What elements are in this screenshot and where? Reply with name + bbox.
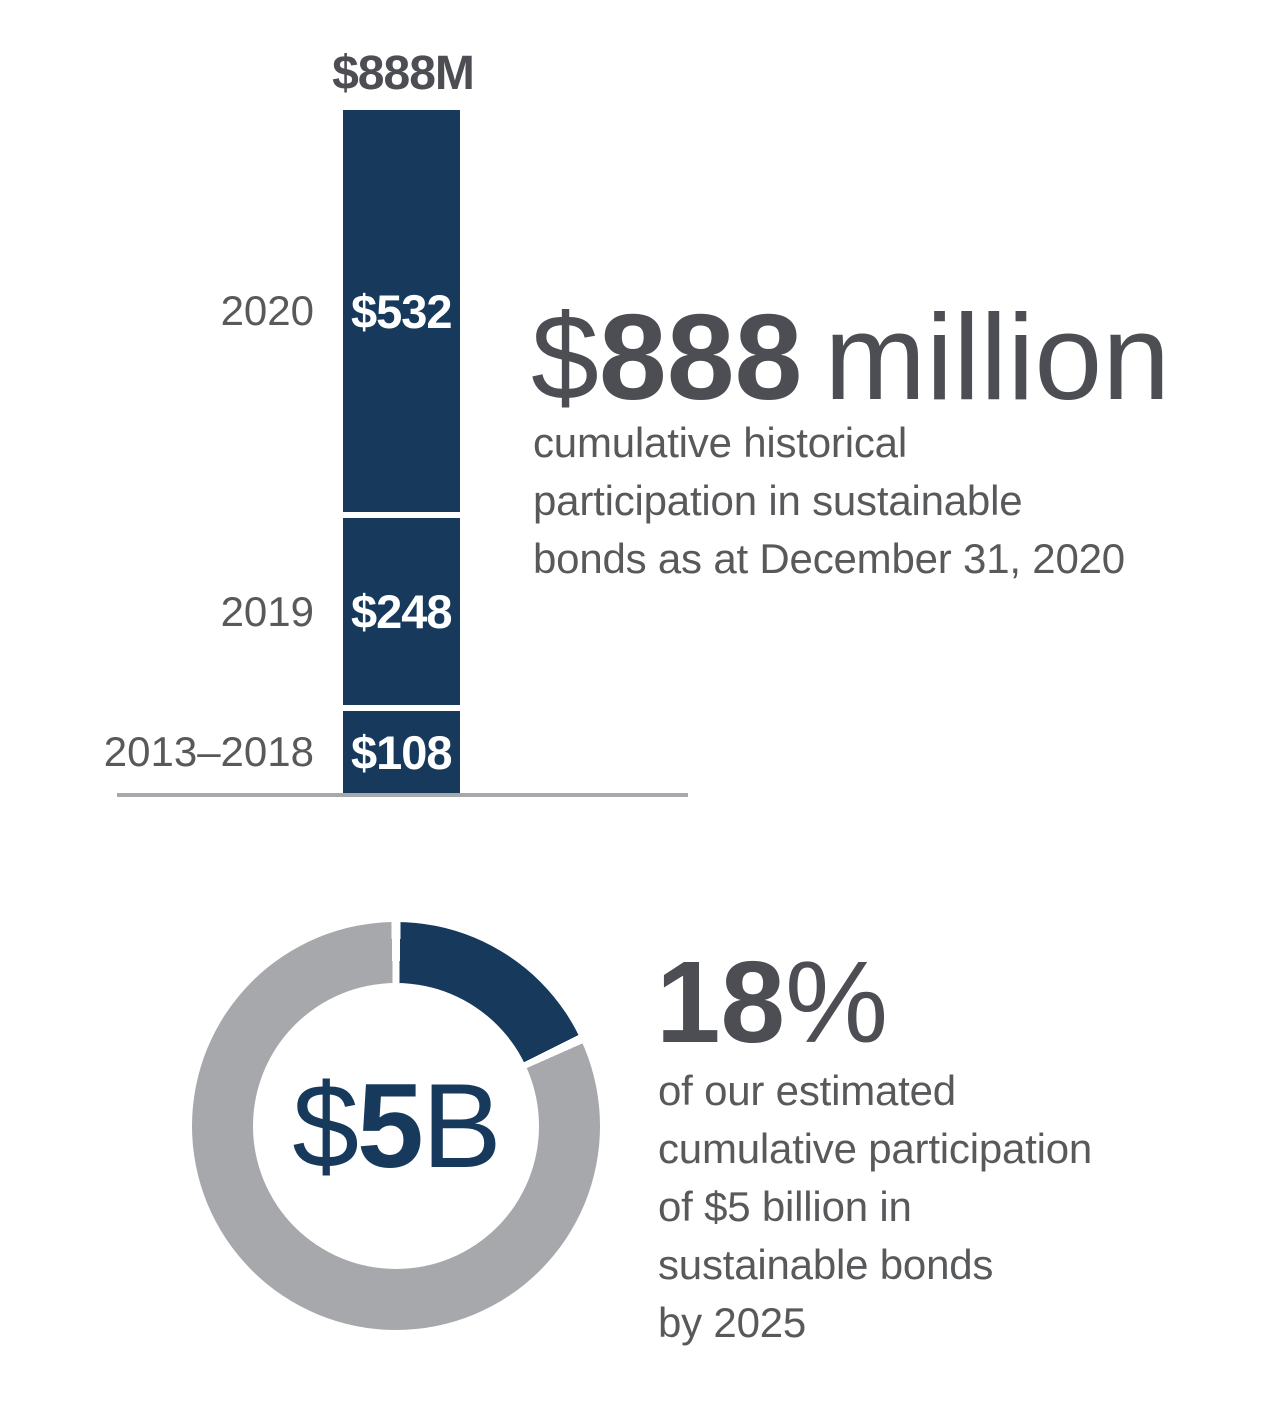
description-line: cumulative participation <box>658 1125 1093 1172</box>
bar-total-label: $888M <box>332 47 475 100</box>
description-line: sustainable bonds <box>658 1241 994 1288</box>
bar-segment-2020: $532 <box>343 110 460 512</box>
headline-percent: 18% <box>656 944 888 1060</box>
headline-million-description: cumulative historical participation in s… <box>533 414 1125 588</box>
headline-percent-number: 18 <box>656 937 786 1067</box>
description-line: cumulative historical <box>533 419 907 466</box>
headline-million: $888 million <box>531 296 1170 418</box>
description-line: of $5 billion in <box>658 1183 912 1230</box>
donut-chart: $5B <box>192 922 600 1330</box>
bar-segment-2019: $248 <box>343 518 460 705</box>
headline-million-currency: $ <box>531 289 599 425</box>
segment-value-2019: $248 <box>351 585 453 638</box>
year-label-2013-2018: 2013–2018 <box>103 728 314 775</box>
description-line: bonds as at December 31, 2020 <box>533 535 1125 582</box>
bar-column: $532 $248 $108 <box>343 110 460 793</box>
description-line: by 2025 <box>658 1299 807 1346</box>
donut-center-currency: $ <box>292 1059 359 1193</box>
segment-value-2013-2018: $108 <box>351 725 453 779</box>
axis-baseline <box>117 793 688 797</box>
year-label-2020: 2020 <box>220 287 314 334</box>
description-line: participation in sustainable <box>533 477 1023 524</box>
bar-segment-2013-2018: $108 <box>343 711 460 793</box>
donut-hole: $5B <box>253 983 539 1269</box>
headline-percent-sign: % <box>785 937 889 1067</box>
description-line: of our estimated <box>658 1067 956 1114</box>
donut-center-label: $5B <box>292 1057 502 1195</box>
headline-percent-description: of our estimated cumulative participatio… <box>658 1062 1092 1352</box>
donut-center-number: 5 <box>356 1059 424 1193</box>
year-label-2019: 2019 <box>220 587 314 635</box>
donut-center-suffix: B <box>421 1059 502 1193</box>
segment-value-2020: $532 <box>351 284 453 338</box>
headline-million-number: 888 <box>598 289 803 425</box>
headline-million-unit: million <box>824 289 1171 425</box>
